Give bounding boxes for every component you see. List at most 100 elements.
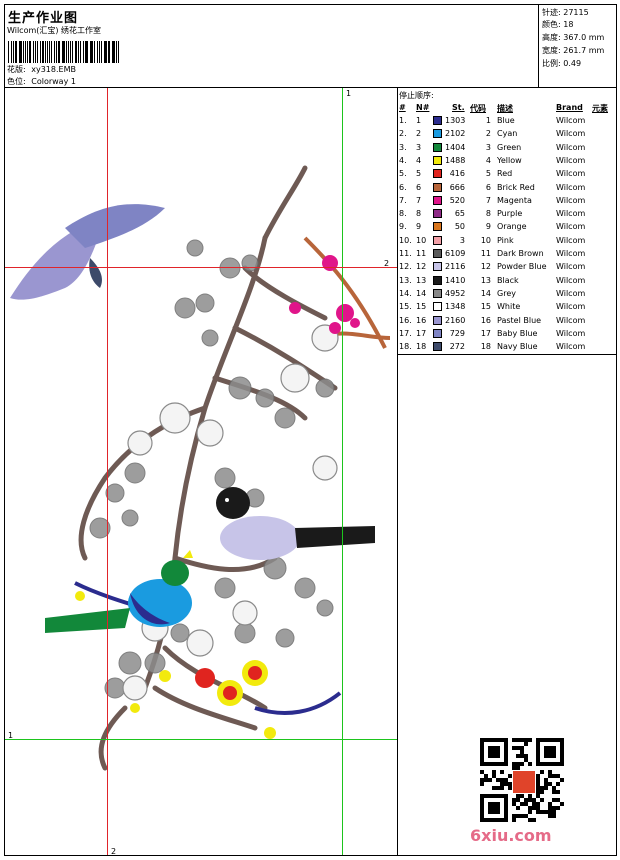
qr-module: [548, 770, 552, 774]
qr-module: [480, 782, 484, 786]
row-desc: Baby Blue: [497, 328, 538, 338]
row-stitches: 1410: [445, 275, 466, 285]
col-brand: Brand: [556, 103, 583, 112]
table-row: 5. 5 416 5 Red Wilcom: [397, 169, 617, 182]
row-code: 4: [485, 155, 491, 165]
row-desc: Grey: [497, 288, 516, 298]
row-code: 15: [480, 302, 491, 312]
qr-module: [536, 782, 540, 786]
qr-module: [500, 786, 504, 790]
qr-module: [524, 742, 528, 746]
thread-swatch: [433, 195, 442, 205]
table-row: 4. 4 1488 4 Yellow Wilcom: [397, 155, 617, 169]
thread-swatch: [433, 182, 442, 192]
row-brand: Wilcom: [556, 195, 586, 205]
thread-swatch: [433, 142, 442, 152]
qr-module: [520, 762, 524, 766]
row-code: 8: [485, 209, 491, 219]
row-desc: Navy Blue: [497, 342, 538, 352]
qr-module: [556, 798, 560, 802]
row-n: 1: [416, 116, 422, 125]
barcode-bar: [113, 41, 115, 63]
qr-module: [524, 758, 528, 762]
row-brand: Wilcom: [556, 155, 586, 165]
row-code: 7: [485, 195, 491, 205]
qr-module: [560, 778, 564, 782]
thread-swatch: [433, 209, 442, 219]
row-desc: Pink: [497, 235, 514, 245]
thread-swatch: [433, 275, 442, 285]
qr-module: [488, 778, 492, 782]
barcode-bar: [96, 41, 98, 63]
guide-label-green-left: 1: [8, 731, 14, 740]
row-stitches: 666: [449, 182, 465, 192]
row-code: 1: [485, 116, 491, 125]
qr-module: [488, 802, 500, 814]
qr-module: [524, 798, 528, 802]
row-num: 18.: [399, 342, 412, 352]
barcode-bar: [18, 41, 20, 63]
col-st: St.: [452, 103, 465, 112]
col-num: #: [399, 103, 406, 112]
row-stitches: 1404: [445, 142, 466, 152]
row-code: 5: [485, 169, 491, 179]
qr-module: [544, 782, 548, 786]
row-num: 8.: [399, 209, 407, 219]
qr-module: [520, 814, 524, 818]
table-row: 12. 12 2116 12 Powder Blue Wilcom: [397, 262, 617, 275]
qr-module: [516, 798, 520, 802]
studio-subtitle: Wilcom(汇宝) 绣花工作室: [7, 26, 102, 35]
qr-module: [540, 770, 544, 774]
row-brand: Wilcom: [556, 275, 586, 285]
qr-module: [500, 778, 504, 782]
row-desc: Purple: [497, 209, 523, 219]
guide-label-red-right: 2: [384, 259, 390, 268]
qr-module: [516, 746, 520, 750]
thread-swatch: [433, 129, 442, 139]
row-n: 7: [416, 195, 422, 205]
row-desc: Yellow: [497, 155, 522, 165]
barcode-bar: [51, 41, 53, 63]
barcode-bar: [36, 41, 38, 63]
table-row: 3. 3 1404 3 Green Wilcom: [397, 142, 617, 156]
row-num: 4.: [399, 155, 407, 165]
row-code: 18: [480, 342, 491, 352]
qr-module: [512, 738, 516, 742]
qr-module: [512, 762, 516, 766]
table-row: 8. 8 65 8 Purple Wilcom: [397, 209, 617, 222]
thread-swatch: [433, 116, 442, 125]
qr-module: [520, 746, 524, 750]
table-row: 9. 9 50 9 Orange Wilcom: [397, 222, 617, 235]
qr-module: [544, 746, 556, 758]
row-brand: Wilcom: [556, 116, 586, 125]
qr-module: [488, 746, 500, 758]
row-code: 9: [485, 222, 491, 232]
table-row: 10. 10 3 10 Pink Wilcom: [397, 235, 617, 249]
qr-module: [500, 782, 504, 786]
barcode-bar: [61, 41, 63, 63]
stat-width: 宽度: 261.7 mm: [542, 46, 605, 55]
barcode-bar: [100, 41, 102, 63]
qr-module: [516, 766, 520, 770]
qr-module: [548, 802, 552, 806]
qr-module: [552, 798, 556, 802]
row-num: 1.: [399, 116, 407, 125]
colorway-value: Colorway 1: [31, 77, 76, 86]
barcode-bar: [68, 41, 70, 63]
guide-vertical-green: [342, 88, 343, 855]
qr-module: [524, 738, 528, 742]
barcode-bar: [11, 41, 12, 63]
row-num: 10.: [399, 235, 412, 245]
qr-module: [508, 786, 512, 790]
barcode-bar: [103, 41, 105, 63]
row-code: 10: [480, 235, 491, 245]
barcode-bar: [94, 41, 95, 63]
row-brand: Wilcom: [556, 288, 586, 298]
qr-module: [492, 786, 496, 790]
table-bottom-rule: [397, 354, 617, 355]
barcode-bar: [89, 41, 91, 63]
design-label: 花版:: [7, 65, 26, 74]
qr-module: [528, 818, 532, 822]
row-code: 3: [485, 142, 491, 152]
barcode-bar: [22, 41, 24, 63]
